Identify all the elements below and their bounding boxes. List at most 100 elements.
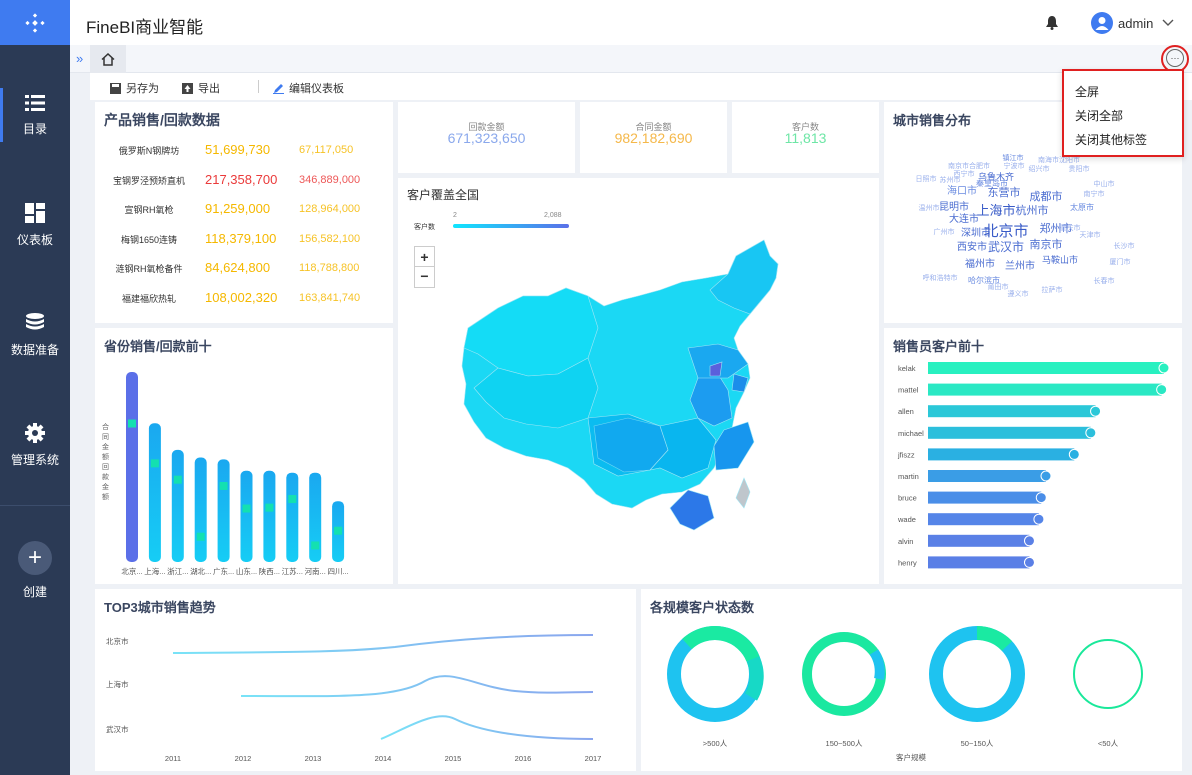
avatar[interactable] <box>1091 12 1113 34</box>
kpi-label: 合同金额 <box>635 122 672 132</box>
category-label: <50人 <box>1098 739 1119 748</box>
y-tick-label: kelak <box>898 364 916 373</box>
save-icon <box>110 82 121 94</box>
expand-sidebar-icon[interactable]: » <box>76 51 84 66</box>
gear-icon <box>25 422 45 443</box>
salesman-bar-chart: kelak mattel allen michael jfiszz martin bruce… <box>897 362 1170 569</box>
sales-value: 217,358,700 <box>205 171 278 187</box>
sidebar-item-admin[interactable]: 管理系统 <box>0 410 70 480</box>
table-row: 宣钢RH氧枪 91,259,000 128,964,000 <box>95 199 385 219</box>
save-as-label: 另存为 <box>126 83 159 95</box>
y-tick-label: michael <box>898 429 924 438</box>
product-sales-card: 产品销售/回款数据 俄罗斯N钢牌坊 51,699,730 67,117,050 宝钢罗… <box>95 102 393 323</box>
zoom-out-button[interactable]: − <box>420 268 429 284</box>
more-options-button[interactable]: ··· <box>1166 49 1184 67</box>
sidebar-item-label: 仪表板 <box>16 232 53 247</box>
province-bar-chart: 北京... 上海... 浙江... 湖北... 广东... 山东... 陕西... 江苏...… <box>121 372 349 576</box>
sidebar-item-data-prep[interactable]: 数据准备 <box>0 300 70 370</box>
cloud-word: 重庆市 <box>1060 223 1081 232</box>
menu-item-close-others[interactable]: 关闭其他标签 <box>1075 133 1148 147</box>
y-tick-label: alvin <box>898 537 913 546</box>
cloud-word: 广州市 <box>934 227 955 236</box>
user-name[interactable]: admin <box>1118 16 1154 31</box>
sales-value: 51,699,730 <box>205 142 271 157</box>
edit-dashboard-button[interactable]: 编辑仪表板 <box>273 80 344 96</box>
bell-icon[interactable] <box>1046 16 1058 30</box>
tab-home[interactable] <box>90 45 126 73</box>
bar <box>928 556 1030 569</box>
sales-value: 108,002,320 <box>205 290 278 305</box>
payment-marker <box>242 504 251 513</box>
x-tick-label: 四川... <box>327 567 348 576</box>
bar <box>928 383 1162 396</box>
kpi-value: 982,182,690 <box>614 130 693 146</box>
bar <box>194 457 207 562</box>
table-row: 俄罗斯N钢牌坊 51,699,730 67,117,050 <box>95 140 385 160</box>
zoom-control: + − <box>414 246 435 288</box>
sales-value: 84,624,800 <box>205 260 271 276</box>
x-tick-label: 2011 <box>165 754 181 763</box>
cloud-word: 中山市 <box>1094 179 1115 188</box>
bar <box>309 472 322 562</box>
bar <box>217 459 230 562</box>
list-icon <box>25 94 45 111</box>
plus-icon: + <box>18 540 52 575</box>
cloud-word: 拉萨市 <box>1042 285 1063 294</box>
sales-value: 118,379,100 <box>205 230 277 246</box>
user-icon <box>1095 17 1109 30</box>
donut-chart-card: 各规模客户状态数 >500人 150~500人 50~150人 <50人 客户规模 <box>641 589 1182 771</box>
map-legend-bar[interactable] <box>453 222 569 230</box>
cloud-word: 西安市 <box>957 240 987 253</box>
bar <box>263 470 276 562</box>
cloud-word: 武汉市 <box>988 239 1024 254</box>
cloud-word: 宁波市 <box>1004 161 1025 170</box>
logo[interactable] <box>0 0 70 45</box>
y-tick-label: henry <box>898 558 917 567</box>
x-tick-label: 浙江... <box>167 566 188 576</box>
x-tick-label: 2015 <box>445 754 462 763</box>
payment-marker <box>219 481 228 490</box>
bar <box>928 448 1075 461</box>
chevron-down-icon[interactable] <box>1162 19 1174 27</box>
menu-item-close-all[interactable]: 关闭全部 <box>1075 109 1124 123</box>
row-label: 上海市 <box>106 679 129 689</box>
bar <box>928 491 1042 504</box>
cloud-word: 南宁市 <box>1084 189 1105 198</box>
cloud-word: 福州市 <box>965 257 995 270</box>
table-row: 福建福欣热轧 108,002,320 163,841,740 <box>95 288 385 308</box>
payment-marker <box>288 495 297 504</box>
payment-marker <box>173 475 182 484</box>
save-as-button[interactable]: 另存为 <box>110 80 159 96</box>
edit-dashboard-label: 编辑仪表板 <box>289 83 344 95</box>
sidebar-item-catalog[interactable]: 目录 <box>0 80 70 150</box>
product-name: 宝钢罗泾预矫直机 <box>112 175 185 186</box>
cloud-word: 天津市 <box>1080 230 1101 239</box>
app-title: FineBI商业智能 <box>86 18 204 37</box>
y-tick-label: wade <box>897 515 916 524</box>
bar <box>148 423 161 562</box>
cloud-word: 绍兴市 <box>1029 164 1050 173</box>
donut-150-500 <box>802 632 886 716</box>
product-name: 梅钢1650连铸 <box>120 234 178 245</box>
export-button[interactable]: 导出 <box>182 80 220 96</box>
menu-item-fullscreen[interactable]: 全屏 <box>1075 85 1100 99</box>
china-map[interactable] <box>398 178 879 584</box>
cloud-word: 南京市合肥市 <box>948 161 990 170</box>
kpi-label: 客户数 <box>791 122 819 132</box>
bar-end-dot <box>1033 513 1045 525</box>
payment-marker <box>265 503 274 512</box>
logo-icon <box>25 12 45 33</box>
zoom-in-button[interactable]: + <box>415 247 434 267</box>
cloud-word: 兰州市 <box>1005 259 1035 272</box>
cloud-word: 呼和浩特市 <box>923 273 958 282</box>
payment-marker <box>150 459 159 468</box>
cloud-word: 杭州市 <box>1016 203 1049 217</box>
sidebar-item-create[interactable]: + 创建 <box>0 535 70 605</box>
cloud-word: 哈尔滨市 <box>968 275 1000 285</box>
cloud-word: 秦皇岛市 <box>976 178 1008 188</box>
sidebar-item-dashboard[interactable]: 仪表板 <box>0 190 70 260</box>
cloud-word: 贵阳市 <box>1069 164 1090 173</box>
table-row: 宝钢罗泾预矫直机 217,358,700 346,889,000 <box>95 170 385 190</box>
